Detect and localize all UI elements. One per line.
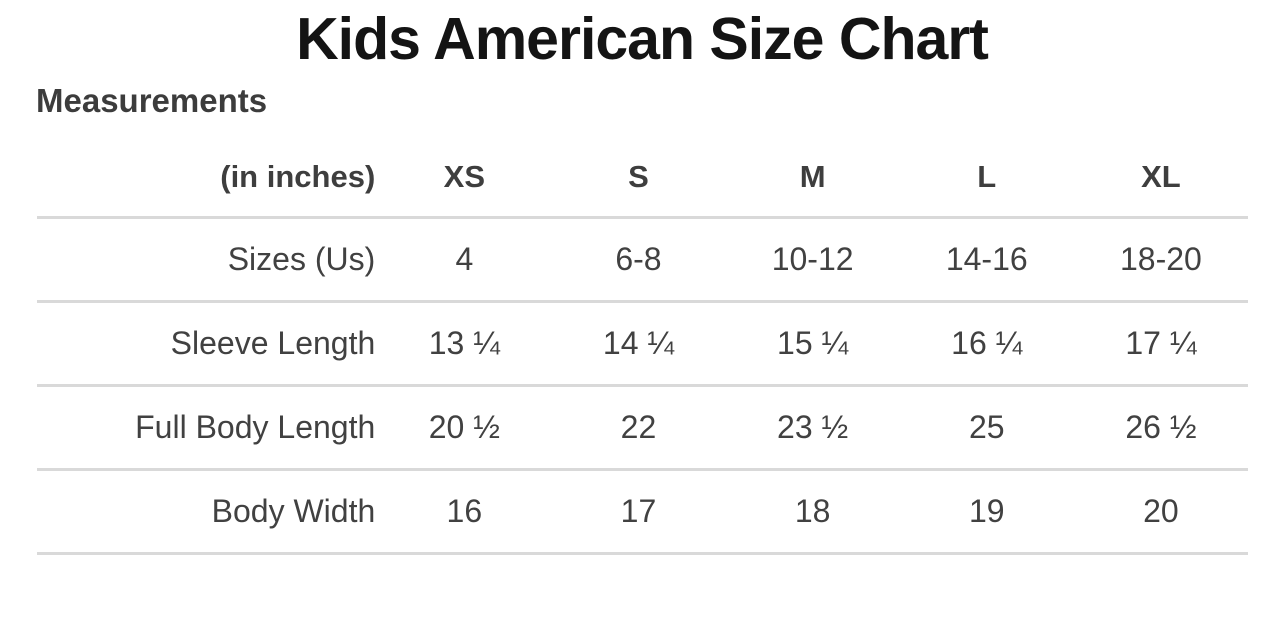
table-cell: 16 ¼ bbox=[899, 301, 1074, 387]
column-header-l: L bbox=[899, 138, 1074, 219]
header-row: (in inches) XS S M L XL bbox=[37, 138, 1248, 219]
column-header-xl: XL bbox=[1073, 138, 1248, 219]
table-row-sleeve-length: Sleeve Length 13 ¼ 14 ¼ 15 ¼ 16 ¼ 17 ¼ bbox=[37, 301, 1248, 387]
table-row-sizes-us: Sizes (Us) 4 6-8 10-12 14-16 18-20 bbox=[37, 217, 1248, 303]
table-cell: 4 bbox=[377, 217, 552, 303]
row-label: Sleeve Length bbox=[37, 301, 378, 387]
table-cell: 17 ¼ bbox=[1073, 301, 1248, 387]
table-cell: 26 ½ bbox=[1073, 385, 1248, 471]
table-body: Sizes (Us) 4 6-8 10-12 14-16 18-20 Sleeve Leng… bbox=[37, 217, 1248, 555]
page-title: Kids American Size Chart bbox=[296, 6, 989, 72]
column-header-xs: XS bbox=[377, 138, 552, 219]
table-cell: 14 ¼ bbox=[551, 301, 726, 387]
table-cell: 18 bbox=[725, 469, 900, 555]
table-head: (in inches) XS S M L XL bbox=[37, 138, 1248, 219]
column-header-m: M bbox=[725, 138, 900, 219]
table-cell: 20 bbox=[1073, 469, 1248, 555]
table-cell: 22 bbox=[551, 385, 726, 471]
section-heading-measurements: Measurements bbox=[36, 82, 268, 119]
table-cell: 18-20 bbox=[1073, 217, 1248, 303]
table-cell: 14-16 bbox=[899, 217, 1074, 303]
column-header-unit: (in inches) bbox=[37, 138, 378, 219]
table-cell: 13 ¼ bbox=[377, 301, 552, 387]
table-cell: 10-12 bbox=[725, 217, 900, 303]
table-cell: 6-8 bbox=[551, 217, 726, 303]
table-cell: 16 bbox=[377, 469, 552, 555]
row-label: Body Width bbox=[37, 469, 378, 555]
table-row-full-body-length: Full Body Length 20 ½ 22 23 ½ 25 26 ½ bbox=[37, 385, 1248, 471]
table-cell: 25 bbox=[899, 385, 1074, 471]
row-label: Full Body Length bbox=[37, 385, 378, 471]
column-header-s: S bbox=[551, 138, 726, 219]
table-row-body-width: Body Width 16 17 18 19 20 bbox=[37, 469, 1248, 555]
table-cell: 20 ½ bbox=[377, 385, 552, 471]
table-cell: 19 bbox=[899, 469, 1074, 555]
table-cell: 15 ¼ bbox=[725, 301, 900, 387]
row-label: Sizes (Us) bbox=[37, 217, 378, 303]
size-chart-table: (in inches) XS S M L XL Sizes (Us) 4 6-8 10-12 14… bbox=[37, 138, 1248, 555]
table-cell: 17 bbox=[551, 469, 726, 555]
table-cell: 23 ½ bbox=[725, 385, 900, 471]
